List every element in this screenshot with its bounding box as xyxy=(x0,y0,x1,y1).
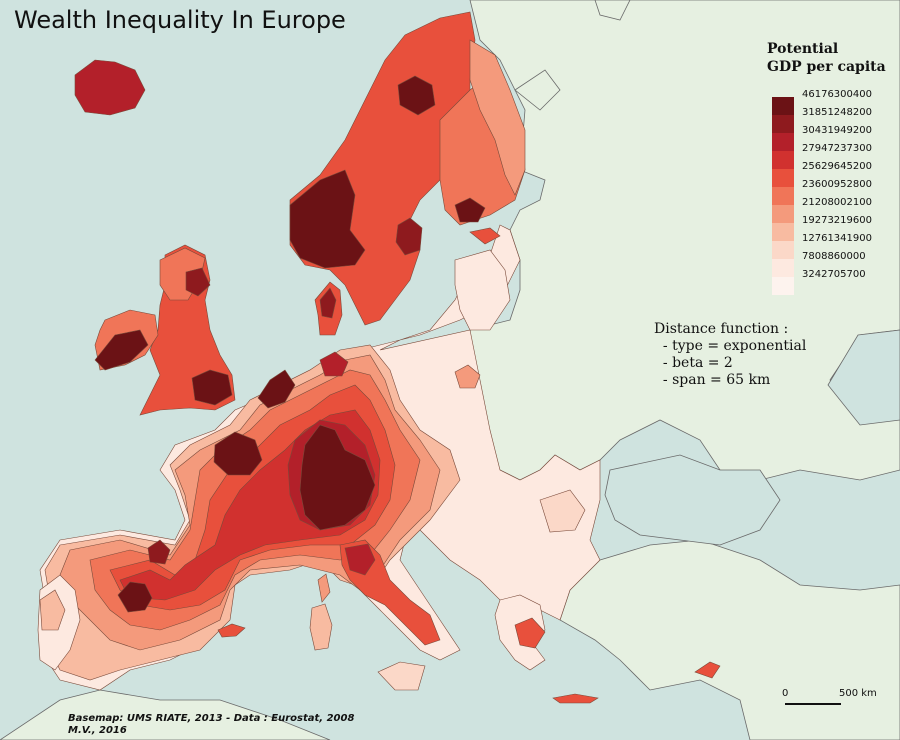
dublin-core xyxy=(94,329,149,371)
core-paris xyxy=(213,431,263,476)
legend-title-line-1: Potential xyxy=(767,41,839,57)
source-credits: Basemap: UMS RIATE, 2013 - Data : Eurost… xyxy=(68,713,354,737)
tallinn xyxy=(469,227,501,245)
core-warsaw xyxy=(454,364,481,389)
iberia xyxy=(37,574,81,671)
sardinia xyxy=(309,603,333,651)
legend-swatch xyxy=(772,223,794,241)
legend-title-line-2: GDP per capita xyxy=(767,59,886,75)
cyprus xyxy=(694,661,721,679)
legend-swatch xyxy=(772,277,794,295)
legend-swatch xyxy=(772,97,794,115)
denmark-core xyxy=(319,287,337,319)
legend-label: 27947237300 xyxy=(802,143,872,154)
legend-swatch xyxy=(772,115,794,133)
athens xyxy=(514,617,546,649)
stockholm-core xyxy=(395,217,423,256)
legend-label: 21208002100 xyxy=(802,197,872,208)
legend-swatch xyxy=(772,205,794,223)
lapland-core xyxy=(397,75,436,116)
sicily xyxy=(377,661,426,691)
legend-swatch xyxy=(772,241,794,259)
legend-label: 7808860000 xyxy=(802,251,866,262)
italy-north xyxy=(344,543,376,576)
distance-function-note: Distance function : - type = exponential… xyxy=(654,321,806,389)
norway-core xyxy=(289,169,366,269)
core-hamburg xyxy=(319,351,349,377)
note-line: - type = exponential xyxy=(654,338,807,354)
source-line-2: M.V., 2016 xyxy=(68,725,127,736)
core-central xyxy=(299,424,376,531)
baltic-top xyxy=(454,249,511,331)
london-core xyxy=(191,369,233,406)
zone-east-pale xyxy=(539,489,586,533)
legend-title: Potential GDP per capita xyxy=(767,40,897,76)
core-barcelona xyxy=(147,539,171,565)
legend-swatch xyxy=(772,133,794,151)
source-line-1: Basemap: UMS RIATE, 2013 - Data : Eurost… xyxy=(68,713,355,724)
legend-swatch xyxy=(772,187,794,205)
iceland xyxy=(74,59,146,116)
italy-balkans xyxy=(217,539,721,704)
finland-outer xyxy=(469,39,526,196)
crete xyxy=(552,693,599,704)
lisbon-zone xyxy=(39,589,66,631)
note-line: - beta = 2 xyxy=(654,355,733,371)
helsinki-core xyxy=(454,197,486,223)
legend-label: 3242705700 xyxy=(802,269,866,280)
note-line: Distance function : xyxy=(654,321,789,337)
legend-label: 23600952800 xyxy=(802,179,872,190)
scotland-core xyxy=(185,267,211,297)
note-line: - span = 65 km xyxy=(654,372,771,388)
core-benelux xyxy=(257,369,296,409)
legend-label: 46176300400 xyxy=(802,89,872,100)
legend-label: 30431949200 xyxy=(802,125,872,136)
corsica xyxy=(317,573,331,603)
legend-swatch xyxy=(772,259,794,277)
legend-label: 12761341900 xyxy=(802,233,872,244)
scale-end-label: 500 km xyxy=(839,688,877,699)
potential-surface xyxy=(39,224,601,691)
scandinavia xyxy=(289,11,526,336)
core-madrid xyxy=(117,581,153,613)
legend-label: 19273219600 xyxy=(802,215,872,226)
legend-swatch xyxy=(772,169,794,187)
legend-swatch xyxy=(772,151,794,169)
british-isles xyxy=(74,59,236,416)
legend-label: 31851248200 xyxy=(802,107,872,118)
scale-line xyxy=(785,703,841,705)
inland-seas xyxy=(604,329,900,546)
map-title: Wealth Inequality In Europe xyxy=(14,6,346,34)
legend-label: 25629645200 xyxy=(802,161,872,172)
scale-start-label: 0 xyxy=(782,688,789,699)
scale-bar: 0 500 km xyxy=(782,688,882,708)
balearics xyxy=(217,623,246,638)
